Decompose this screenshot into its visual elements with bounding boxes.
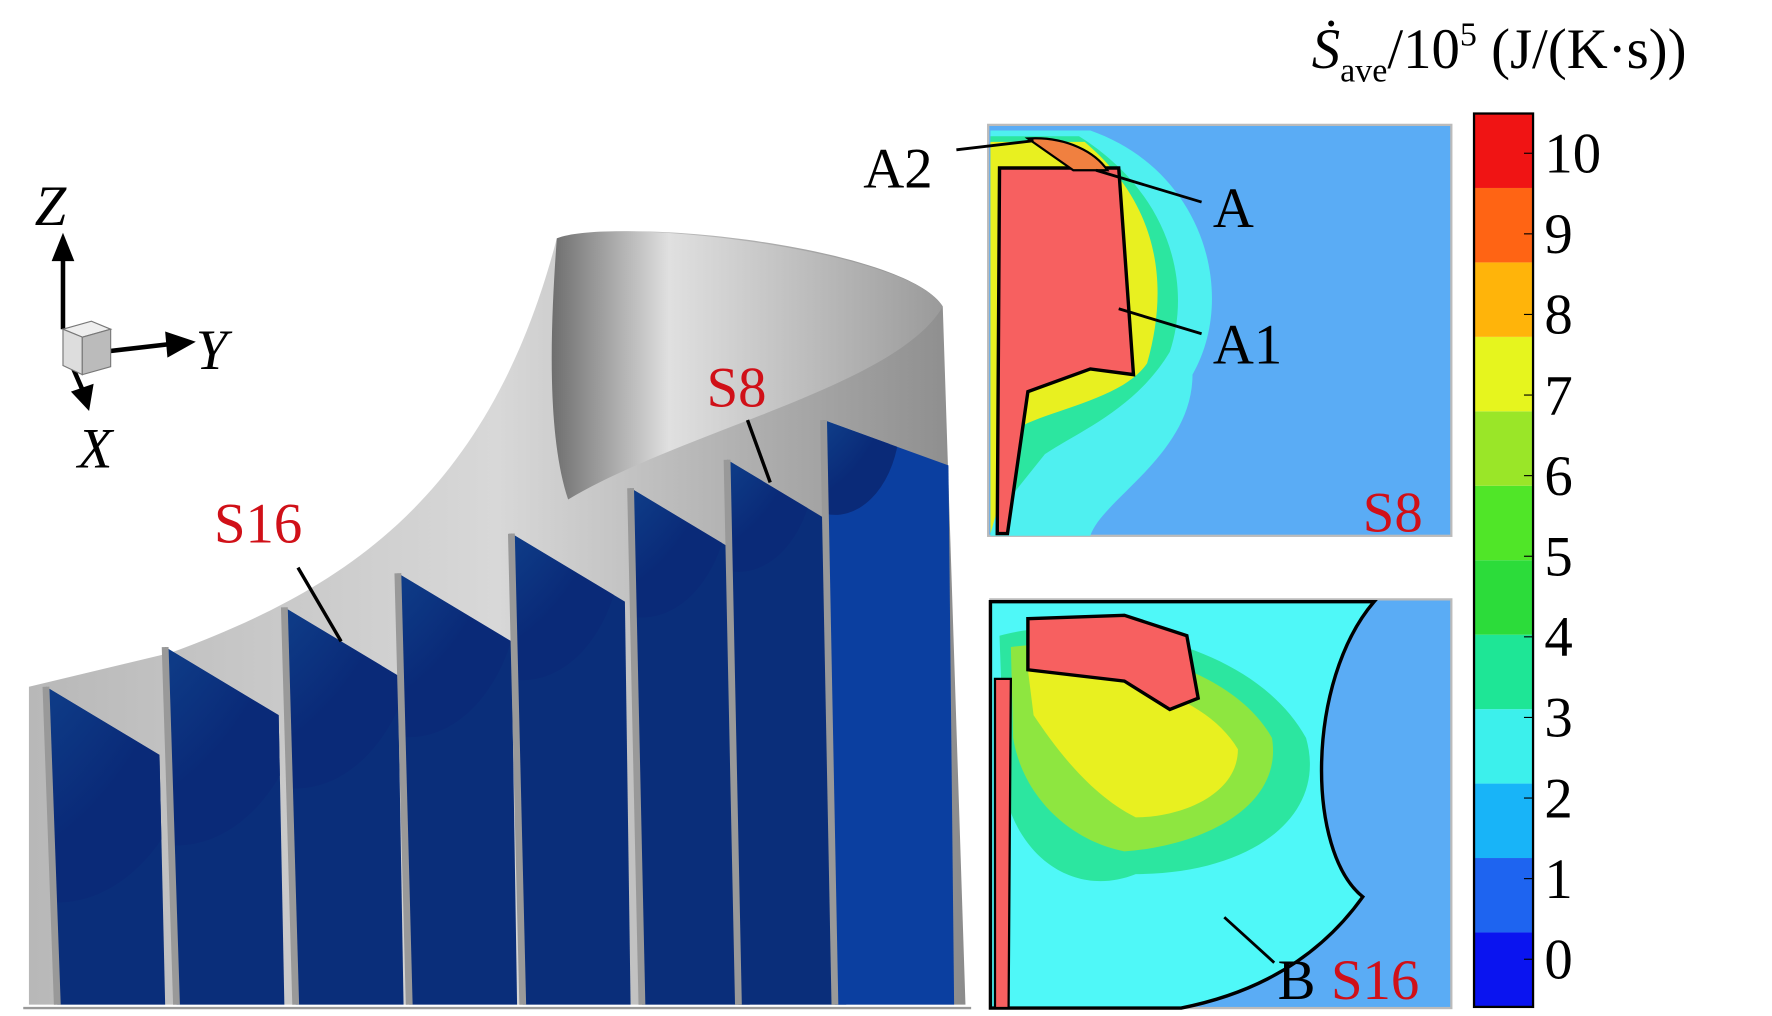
- colorbar-tick-label: 4: [1544, 606, 1572, 669]
- y-label: Y: [196, 319, 233, 382]
- arrow: [165, 331, 196, 358]
- colorbar-band: [1474, 262, 1534, 337]
- leader-line: [1118, 307, 1202, 336]
- annotation: A2: [863, 137, 932, 200]
- colorbar-band: [1474, 485, 1534, 561]
- leader-line: [956, 139, 1034, 152]
- colorbar-tick-label: 1: [1544, 848, 1572, 911]
- leader-line: [1223, 916, 1276, 964]
- s16-label: S16: [214, 493, 302, 556]
- blade: [630, 488, 750, 1005]
- inset-label: S8: [1363, 481, 1423, 544]
- inset-label: S16: [1331, 949, 1419, 1012]
- colorbar-band: [1474, 187, 1534, 263]
- colorbar-tick-label: 6: [1544, 445, 1572, 508]
- annotation: B: [1278, 949, 1316, 1012]
- blade-edge: [394, 573, 413, 1005]
- x-label: X: [76, 418, 115, 481]
- colorbar-title: Ṡave/105 (J/(K·s)): [1312, 16, 1687, 89]
- blade-edge: [42, 686, 61, 1005]
- blade-edge: [161, 646, 180, 1005]
- colorbar-tick-label: 8: [1544, 284, 1572, 347]
- colorbar-band: [1474, 634, 1534, 710]
- contour: [1027, 669, 1238, 818]
- title-symbol: Ṡ: [1312, 18, 1340, 81]
- leader-line: [745, 419, 772, 484]
- blade: [823, 420, 955, 1005]
- annotation: A: [1213, 177, 1254, 240]
- blade-contour: [284, 607, 404, 789]
- blade-edge: [820, 419, 839, 1005]
- colorbar-band: [1474, 113, 1534, 188]
- s8-label: S8: [707, 356, 767, 419]
- shroud-inner: [551, 231, 943, 500]
- blade-contour: [823, 420, 900, 515]
- axes-triad: Z Y X: [35, 175, 233, 481]
- inset-s8: S8 A2 A A1: [863, 123, 1453, 544]
- colorbar-band: [1474, 932, 1534, 1007]
- blade-contour: [511, 533, 624, 681]
- colorbar-tick-label: 0: [1544, 929, 1572, 992]
- colorbar-tick-label: 9: [1544, 203, 1572, 266]
- blade: [727, 459, 847, 1005]
- contour: [1024, 137, 1110, 172]
- colorbar-frame: [1472, 112, 1535, 1009]
- blade-contour: [397, 573, 518, 738]
- leader-line: [1095, 168, 1202, 204]
- arrow: [70, 383, 94, 411]
- colorbar-band: [1474, 560, 1534, 635]
- blade-edge: [627, 488, 646, 1005]
- colorbar-band: [1474, 336, 1534, 412]
- colorbar-tick-label: 3: [1544, 687, 1572, 750]
- blade-edge: [507, 533, 527, 1005]
- colorbar-band: [1474, 783, 1534, 859]
- blade-contour: [45, 686, 166, 903]
- title-units: (J/(K·s)): [1477, 18, 1687, 81]
- cube: [62, 328, 83, 376]
- colorbar-band: [1474, 858, 1534, 933]
- title-exponent: 5: [1460, 16, 1477, 53]
- title-subscript: ave: [1340, 53, 1387, 90]
- blade-contour: [630, 488, 731, 618]
- inset-s16: S16 B: [988, 598, 1453, 1012]
- colorbar-band: [1474, 709, 1534, 784]
- title-base: /10: [1387, 18, 1460, 81]
- blade-edge: [280, 607, 300, 1005]
- contour: [995, 166, 1136, 536]
- leader-line: [296, 566, 343, 643]
- contour: [1026, 613, 1201, 712]
- z-label: Z: [35, 175, 68, 238]
- blade-edge: [723, 459, 742, 1005]
- colorbar-tick-label: 7: [1544, 364, 1572, 427]
- cube: [81, 328, 112, 376]
- colorbar-band: [1474, 411, 1534, 486]
- colorbar-tick-label: 5: [1544, 526, 1572, 589]
- colorbar-tick-label: 2: [1544, 767, 1572, 830]
- annotation: A1: [1213, 313, 1282, 376]
- colorbar-tick-label: 10: [1544, 123, 1601, 186]
- y-axis: [102, 341, 172, 355]
- arrow: [51, 232, 75, 262]
- contour: [993, 677, 1013, 1010]
